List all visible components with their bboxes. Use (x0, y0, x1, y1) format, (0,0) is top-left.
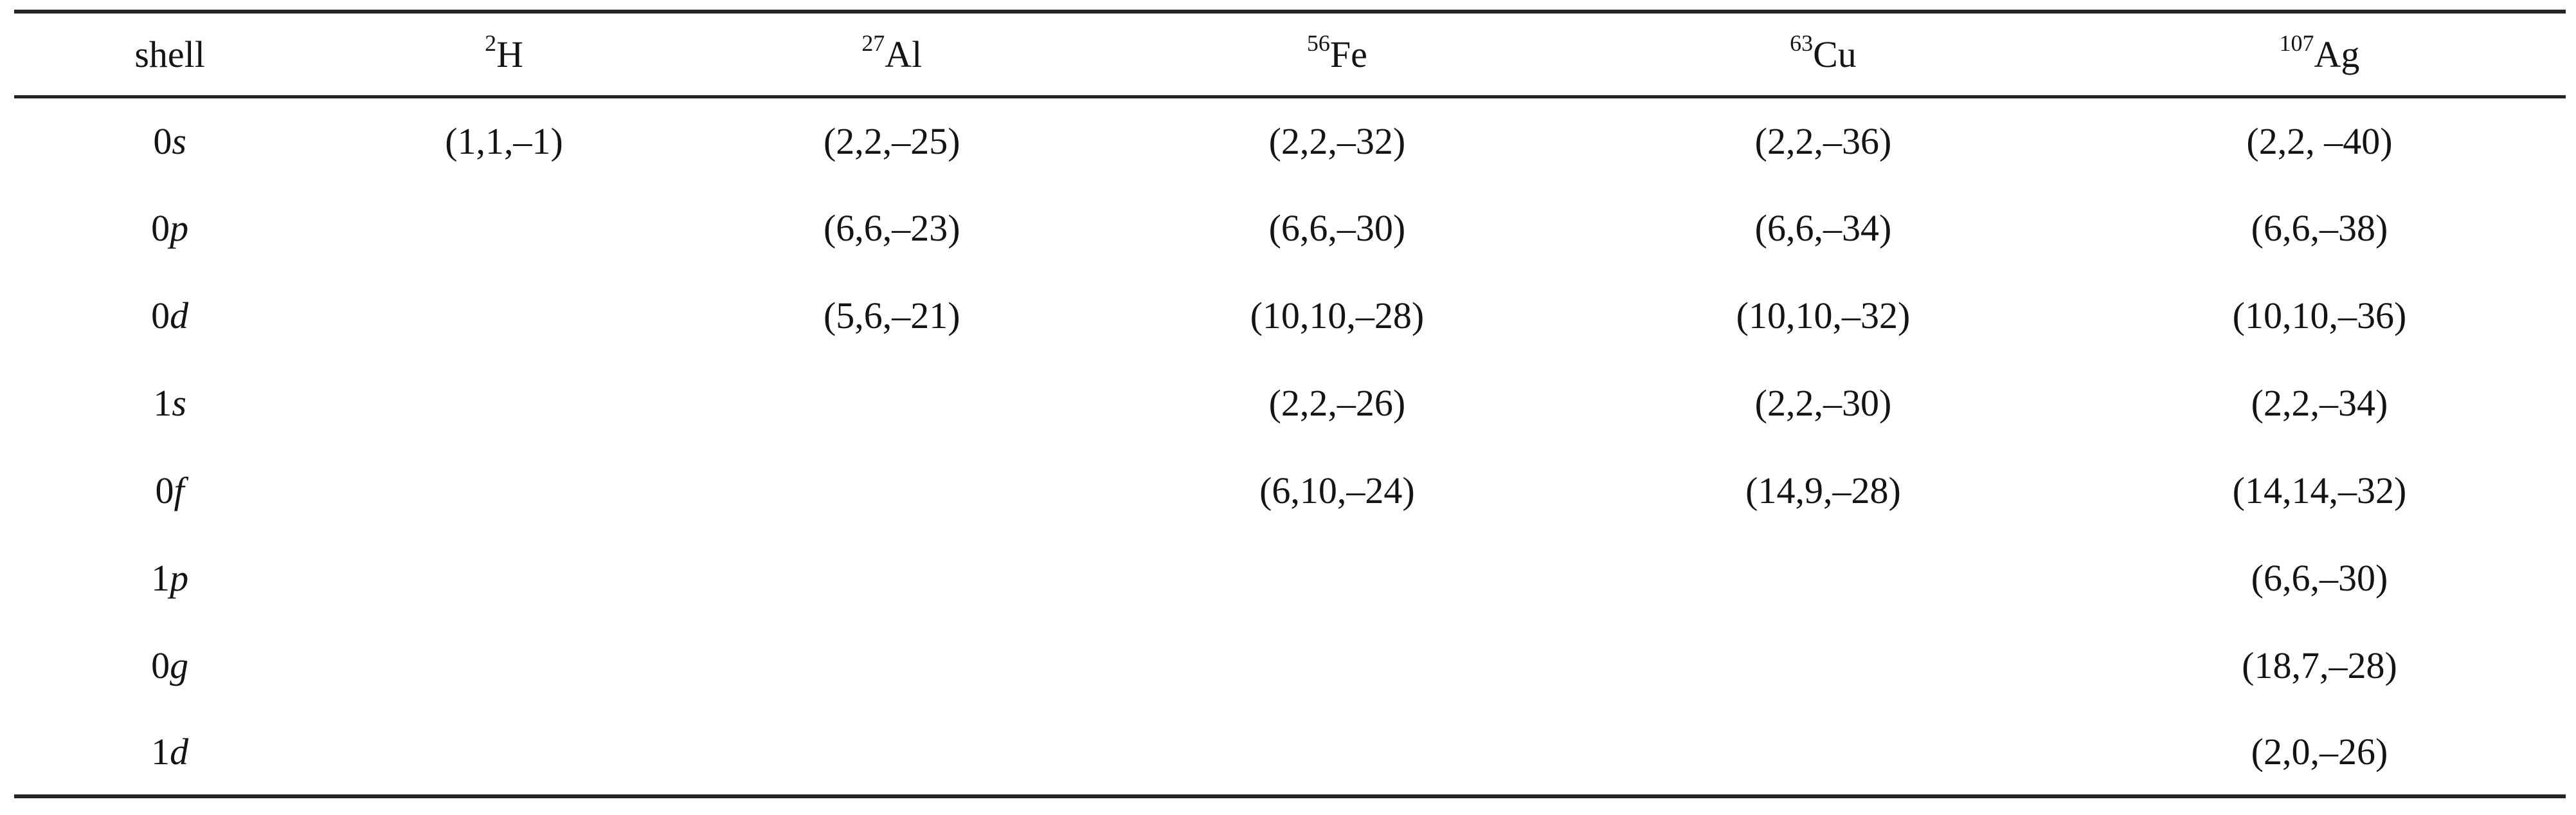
isotope-mass-number: 107 (2279, 30, 2314, 57)
table-cell: (5,6,–21) (823, 294, 960, 336)
shell-letter: s (172, 120, 186, 162)
table-cell: (6,10,–24) (1259, 469, 1415, 511)
table-cell: (6,6,–38) (2251, 206, 2388, 249)
table-cell (325, 359, 683, 446)
table-cell: (1,1,–1) (445, 120, 563, 162)
table-cell (1101, 621, 1573, 709)
table-cell (683, 709, 1101, 796)
shell-number: 1 (151, 556, 170, 599)
table-cell: (10,10,–28) (1250, 294, 1425, 336)
shell-label: 0g (14, 621, 325, 709)
shell-label: 1d (14, 709, 325, 796)
table-cell (325, 271, 683, 359)
nuclear-shell-table: shell 2H 27Al 56Fe 63Cu 107Ag 0s (1,1,–1… (14, 10, 2566, 798)
table-row: 0s (1,1,–1) (2,2,–25) (2,2,–32) (2,2,–36… (14, 96, 2566, 184)
shell-letter: d (170, 731, 189, 773)
isotope-symbol: Fe (1329, 33, 1367, 75)
table-cell: (18,7,–28) (2242, 644, 2397, 686)
isotope-mass-number: 63 (1790, 30, 1814, 57)
table-row: 1p (6,6,–30) (14, 534, 2566, 621)
shell-number: 1 (151, 731, 170, 773)
isotope-mass-number: 27 (861, 30, 885, 57)
table-cell (325, 534, 683, 621)
table-cell (1573, 534, 2073, 621)
column-header-isotope-fe: 56Fe (1101, 12, 1573, 96)
table-cell: (6,6,–30) (2251, 556, 2388, 599)
shell-letter: f (174, 469, 185, 511)
table-cell: (2,2,–36) (1754, 120, 1892, 162)
table-cell: (6,6,–23) (823, 206, 960, 249)
isotope-mass-number: 56 (1306, 30, 1330, 57)
table-row: 0f (6,10,–24) (14,9,–28) (14,14,–32) (14, 446, 2566, 534)
shell-letter: g (170, 644, 189, 686)
isotope-mass-number: 2 (485, 30, 497, 57)
table-cell (1573, 621, 2073, 709)
table-cell (1101, 534, 1573, 621)
table-cell (683, 446, 1101, 534)
table-cell: (6,6,–30) (1268, 206, 1406, 249)
table-cell: (14,9,–28) (1745, 469, 1901, 511)
table-cell (325, 446, 683, 534)
table-cell: (2,2,–32) (1268, 120, 1406, 162)
shell-letter: p (170, 556, 189, 599)
shell-letter: p (170, 206, 189, 249)
shell-number: 0 (151, 294, 170, 336)
table-cell: (6,6,–34) (1754, 206, 1892, 249)
shell-label: 0s (14, 96, 325, 184)
shell-number: 1 (153, 381, 172, 424)
table-cell (325, 621, 683, 709)
table-cell: (10,10,–32) (1736, 294, 1911, 336)
shell-number: 0 (151, 206, 170, 249)
table-row: 1s (2,2,–26) (2,2,–30) (2,2,–34) (14, 359, 2566, 446)
header-row: shell 2H 27Al 56Fe 63Cu 107Ag (14, 12, 2566, 96)
column-header-shell: shell (134, 33, 205, 75)
shell-label: 0f (14, 446, 325, 534)
isotope-symbol: H (496, 33, 523, 75)
table-cell: (2,2,–26) (1268, 381, 1406, 424)
table-cell: (14,14,–32) (2232, 469, 2407, 511)
shell-label: 1s (14, 359, 325, 446)
table-cell (683, 359, 1101, 446)
table-row: 0g (18,7,–28) (14, 621, 2566, 709)
isotope-symbol: Al (885, 33, 923, 75)
table-cell: (2,2,–34) (2251, 381, 2388, 424)
shell-label: 0p (14, 184, 325, 271)
table-cell: (10,10,–36) (2232, 294, 2407, 336)
table-cell: (2,2,–25) (823, 120, 960, 162)
table-cell: (2,2, –40) (2246, 120, 2393, 162)
table-row: 0p (6,6,–23) (6,6,–30) (6,6,–34) (6,6,–3… (14, 184, 2566, 271)
table-cell (683, 534, 1101, 621)
table-row: 0d (5,6,–21) (10,10,–28) (10,10,–32) (10… (14, 271, 2566, 359)
table-cell (325, 709, 683, 796)
shell-number: 0 (151, 644, 170, 686)
column-header-isotope-cu: 63Cu (1573, 12, 2073, 96)
table-cell: (2,2,–30) (1754, 381, 1892, 424)
column-header-isotope-h: 2H (325, 12, 683, 96)
shell-number: 0 (153, 120, 172, 162)
table-cell (1573, 709, 2073, 796)
isotope-symbol: Cu (1813, 33, 1857, 75)
isotope-symbol: Ag (2314, 33, 2360, 75)
table-cell (1101, 709, 1573, 796)
table-row: 1d (2,0,–26) (14, 709, 2566, 796)
shell-letter: s (172, 381, 186, 424)
table-cell (325, 184, 683, 271)
shell-label: 1p (14, 534, 325, 621)
column-header-isotope-ag: 107Ag (2073, 12, 2566, 96)
table-cell: (2,0,–26) (2251, 731, 2388, 773)
table-cell (683, 621, 1101, 709)
shell-number: 0 (155, 469, 174, 511)
column-header-isotope-al: 27Al (683, 12, 1101, 96)
shell-letter: d (170, 294, 189, 336)
shell-label: 0d (14, 271, 325, 359)
